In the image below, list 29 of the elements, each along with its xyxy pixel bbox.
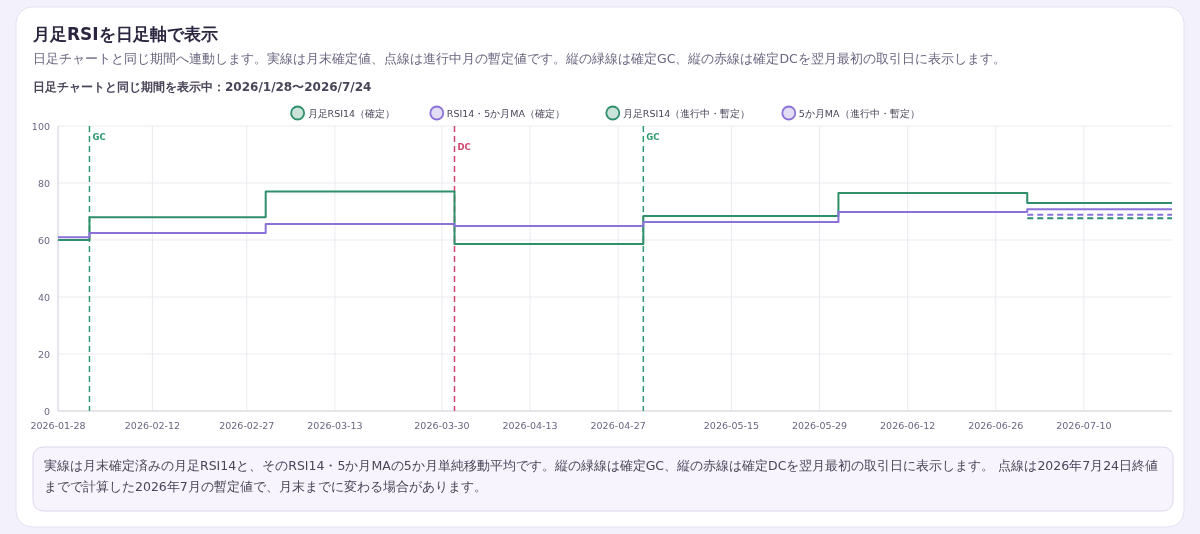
x-tick-label: 2026-05-29 bbox=[791, 420, 848, 431]
y-tick-label: 100 bbox=[31, 120, 50, 132]
legend-label: 月足RSI14（進行中・暫定） bbox=[622, 107, 751, 119]
x-tick-label: 2026-06-12 bbox=[880, 420, 936, 431]
x-tick-label: 2026-07-10 bbox=[1056, 420, 1112, 431]
legend-label: 月足RSI14（確定） bbox=[307, 107, 396, 119]
legend-label: RSI14・5か月MA（確定） bbox=[446, 107, 566, 119]
y-tick-label: 0 bbox=[43, 405, 50, 417]
y-tick-label: 20 bbox=[37, 348, 50, 360]
y-tick-label: 80 bbox=[37, 177, 50, 189]
y-tick-label: 60 bbox=[37, 234, 50, 246]
x-tick-label: 2026-03-30 bbox=[414, 420, 470, 431]
x-tick-label: 2026-02-27 bbox=[219, 420, 275, 431]
chart-title: 月足RSIを日足軸で表示 bbox=[32, 24, 218, 44]
x-tick-label: 2026-04-27 bbox=[590, 420, 646, 431]
x-tick-label: 2026-03-13 bbox=[307, 420, 363, 431]
x-tick-label: 2026-04-13 bbox=[502, 420, 558, 431]
x-tick-label: 2026-06-26 bbox=[968, 420, 1024, 431]
x-tick-label: 2026-01-28 bbox=[30, 420, 86, 431]
ref-line-label: DC bbox=[457, 142, 471, 152]
legend-label: 5か月MA（進行中・暫定） bbox=[798, 107, 920, 119]
text: 実線は月末確定済みの月足RSI14と、そのRSI14・5か月MAの5か月単純移動平均です。縦の緑線は確定GC、縦の赤線は確定DCを翌月最初の取引日に表示します。 点線は2026年7月24日終値までで計算した2026年7月の暫定値で、月末までに変わる場合があります。 bbox=[44, 457, 1160, 496]
text: 日足チャートと同じ期間を表示中：2026/1/28〜2026/7/24 bbox=[33, 80, 372, 94]
x-tick-label: 2026-02-12 bbox=[124, 420, 181, 431]
y-tick-label: 40 bbox=[37, 291, 50, 303]
ref-line-label: GC bbox=[92, 132, 106, 142]
x-tick-label: 2026-05-15 bbox=[703, 420, 760, 431]
ref-line-label: GC bbox=[646, 132, 660, 142]
chart-subtitle: 日足チャートと同じ期間へ連動します。実線は月末確定値、点線は進行中月の暫定値です。縦の緑線は確定GC、縦の赤線は確定DCを翌月最初の取引日に表示します。 bbox=[33, 51, 1006, 66]
